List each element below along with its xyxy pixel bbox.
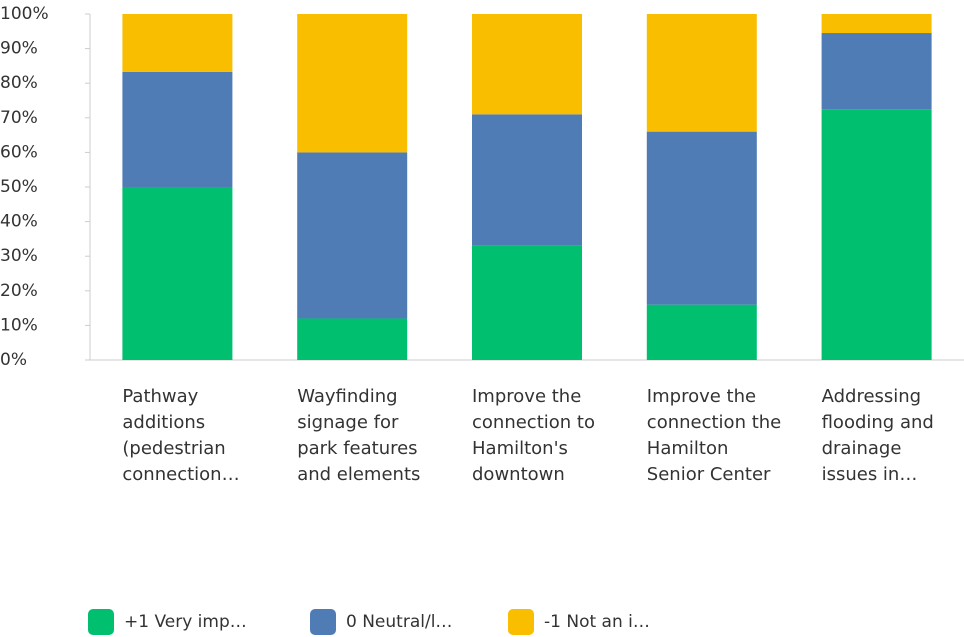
bar-segment — [821, 33, 932, 110]
legend-label: 0 Neutral/l… — [346, 612, 453, 632]
x-tick-label: Improve the connection the Hamilton Seni… — [646, 386, 782, 485]
y-tick-label: 70% — [0, 108, 38, 128]
y-tick-label: 20% — [0, 281, 38, 301]
x-tick-label: Addressing flooding and drainage issues … — [821, 386, 934, 485]
legend-swatch — [310, 609, 336, 635]
y-tick-label: 10% — [0, 315, 38, 335]
y-tick-label: 60% — [0, 142, 38, 162]
bar-segment — [122, 187, 233, 360]
x-tick-label: Wayfinding signage for park features and… — [297, 386, 421, 485]
x-tick-label: Pathway additions (pedestrian connection… — [122, 386, 240, 485]
bar-segment — [297, 318, 408, 360]
y-tick-label: 30% — [0, 246, 38, 266]
bar-segment — [472, 245, 582, 360]
bar-segment — [472, 14, 582, 115]
legend-label: +1 Very imp… — [124, 612, 247, 632]
bar-segment — [646, 304, 757, 360]
legend-item: -1 Not an i… — [508, 609, 650, 635]
bar-segment — [821, 14, 932, 34]
y-tick-label: 80% — [0, 73, 38, 93]
bar-segment — [646, 131, 757, 305]
y-tick-label: 0% — [0, 350, 27, 370]
bar-segment — [646, 14, 757, 132]
bar-segment — [472, 114, 582, 246]
legend-swatch — [88, 609, 114, 635]
legend-item: +1 Very imp… — [88, 609, 247, 635]
bar-segment — [122, 14, 233, 72]
legend-label: -1 Not an i… — [544, 612, 650, 632]
legend-item: 0 Neutral/l… — [310, 609, 452, 635]
y-tick-label: 90% — [0, 39, 38, 59]
y-tick-label: 40% — [0, 212, 38, 232]
y-tick-label: 50% — [0, 177, 38, 197]
bar-segment — [297, 14, 408, 153]
x-tick-label: Improve the connection to Hamilton's dow… — [472, 386, 595, 485]
y-tick-label: 100% — [0, 4, 49, 24]
bar-segment — [297, 152, 408, 319]
bar-segment — [122, 71, 233, 187]
legend-swatch — [508, 609, 534, 635]
bar-segment — [821, 109, 932, 361]
